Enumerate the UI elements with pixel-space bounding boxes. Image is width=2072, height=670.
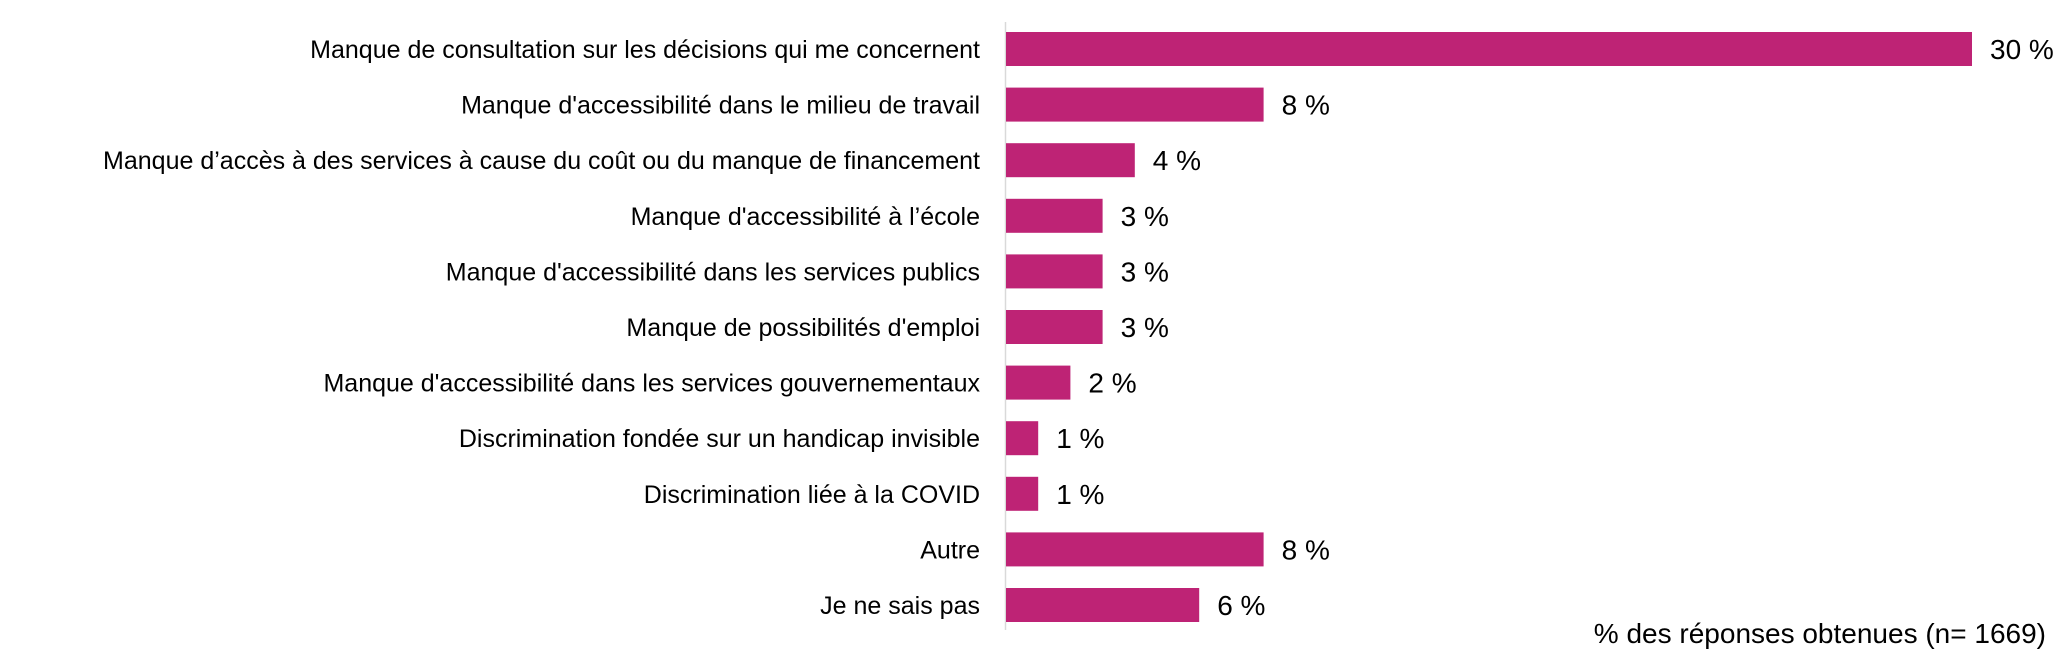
category-label: Discrimination fondée sur un handicap in… — [459, 425, 980, 453]
category-label: Manque d'accessibilité dans le milieu de… — [461, 92, 980, 120]
category-label: Discrimination liée à la COVID — [644, 481, 980, 509]
bar — [1006, 588, 1200, 622]
bars-group — [1006, 32, 1972, 622]
value-label: 3 % — [1121, 312, 1169, 343]
bar — [1006, 421, 1039, 456]
category-label: Manque d’accès à des services à cause du… — [103, 147, 980, 175]
value-label: 8 % — [1282, 534, 1330, 565]
bar — [1006, 198, 1103, 233]
bar — [1006, 310, 1103, 344]
category-labels-group: Manque de consultation sur les décisions… — [103, 36, 980, 620]
category-label: Manque d'accessibilité à l’école — [631, 203, 980, 231]
bar — [1006, 365, 1071, 400]
value-labels-group: 30 % 8 % 4 % 3 % 3 % 3 % 2 % 1 % 1 % 8 % 6 % — [1056, 34, 2054, 621]
value-label: 1 % — [1056, 423, 1104, 454]
x-axis-label: % des réponses obtenues (n= 1669) — [1594, 618, 2046, 649]
value-label: 3 % — [1121, 256, 1169, 287]
value-label: 2 % — [1088, 368, 1136, 399]
value-label: 30 % — [1990, 34, 2054, 65]
bar — [1006, 32, 1972, 66]
category-label: Manque d'accessibilité dans les services… — [323, 370, 980, 398]
category-label: Manque de possibilités d'emploi — [626, 314, 980, 342]
bar — [1006, 87, 1264, 122]
category-label: Autre — [920, 536, 980, 564]
category-label: Manque d'accessibilité dans les services… — [446, 258, 980, 286]
bar — [1006, 532, 1264, 567]
bar — [1006, 254, 1103, 289]
bar — [1006, 143, 1135, 178]
category-label: Je ne sais pas — [820, 592, 980, 620]
category-label: Manque de consultation sur les décisions… — [310, 36, 980, 64]
value-label: 4 % — [1153, 145, 1201, 176]
value-label: 3 % — [1121, 201, 1169, 232]
value-label: 6 % — [1217, 590, 1265, 621]
value-label: 1 % — [1056, 479, 1104, 510]
bar — [1006, 476, 1039, 511]
value-label: 8 % — [1282, 90, 1330, 121]
